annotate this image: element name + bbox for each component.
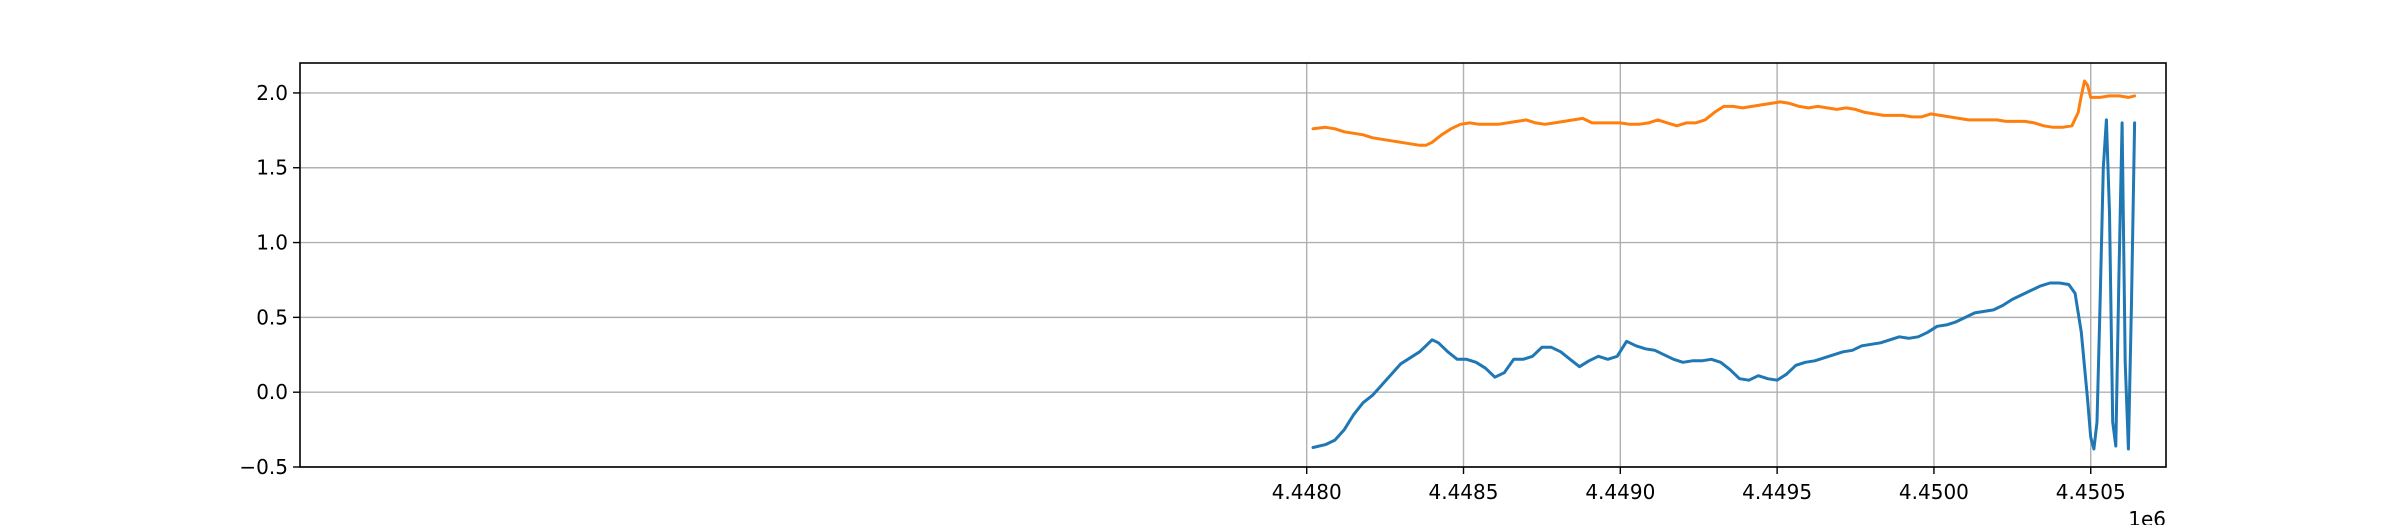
y-tick-label: −0.5 [239, 455, 288, 479]
x-tick-label: 4.4495 [1742, 480, 1812, 504]
y-tick-label: 1.0 [256, 231, 288, 255]
grid [300, 63, 2166, 468]
y-tick-label: 1.5 [256, 156, 288, 180]
y-tick-label: 0.5 [256, 305, 288, 329]
x-tick-label: 4.4500 [1899, 480, 1969, 504]
x-offset-label: 1e6 [2128, 507, 2166, 525]
x-tick-label: 4.4505 [2056, 480, 2126, 504]
series-line-1 [1311, 118, 2137, 451]
ticks: 4.4480 4.4485 4.4490 4.4495 4.4500 4.4505 −0.5… [239, 81, 2125, 504]
y-tick-label: 0.0 [256, 380, 288, 404]
x-tick-label: 4.4490 [1585, 480, 1655, 504]
series-line-2 [1311, 79, 2137, 147]
y-tick-label: 2.0 [256, 81, 288, 105]
x-tick-label: 4.4480 [1272, 480, 1342, 504]
x-tick-label: 4.4485 [1429, 480, 1499, 504]
series-layer [1311, 79, 2137, 451]
axes-frame [299, 62, 2167, 468]
